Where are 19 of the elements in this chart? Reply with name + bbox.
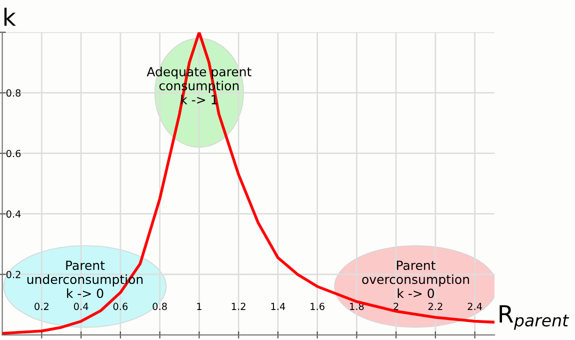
x-tick-label: 1.6 bbox=[310, 302, 324, 310]
x-tick-label: 1.2 bbox=[232, 302, 246, 310]
annotation: Parent overconsumption k -> 0 bbox=[362, 260, 469, 298]
x-tick-label: 2.2 bbox=[428, 302, 442, 310]
line-series bbox=[2, 32, 494, 335]
x-tick-label: 1 bbox=[197, 302, 202, 310]
x-tick-label: 2 bbox=[394, 302, 398, 310]
y-axis-title: k bbox=[4, 8, 16, 26]
x-tick-label: 0.4 bbox=[74, 302, 88, 310]
y-tick-label: 0.6 bbox=[6, 150, 21, 158]
x-axis-title: R$_{parent}$ bbox=[500, 305, 570, 330]
y-tick-label: 0.2 bbox=[6, 270, 20, 278]
y-tick-label: 0.4 bbox=[6, 210, 21, 218]
x-tick-label: 2.4 bbox=[468, 302, 482, 310]
x-tick-label: 0.8 bbox=[152, 302, 167, 310]
y-tick-label: 0.8 bbox=[6, 89, 21, 97]
x-tick-label: 0.6 bbox=[113, 302, 128, 310]
x-tick-label: 0.2 bbox=[34, 302, 48, 310]
x-tick-label: 1.4 bbox=[271, 302, 286, 310]
